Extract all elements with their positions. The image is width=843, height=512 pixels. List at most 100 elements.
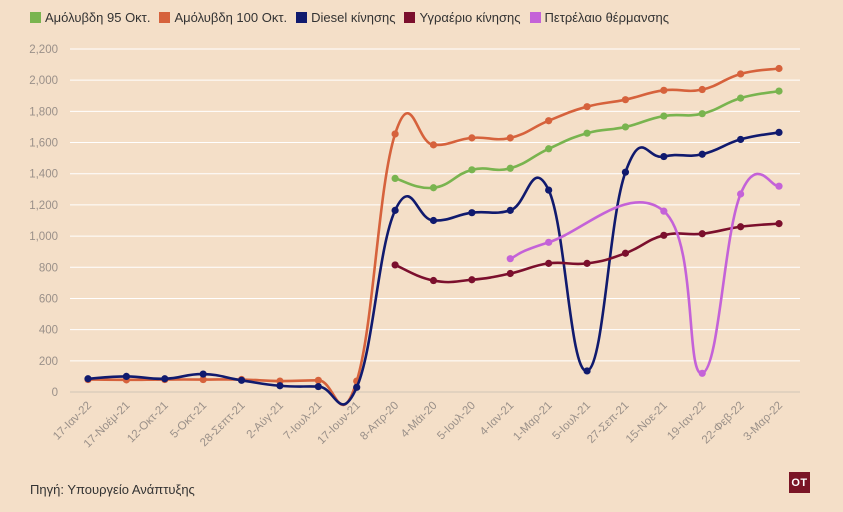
data-point: [775, 182, 783, 190]
data-point: [506, 269, 514, 278]
y-tick-label: 1,800: [29, 106, 58, 118]
y-tick-label: 600: [39, 293, 58, 305]
data-point: [737, 190, 745, 198]
data-point: [468, 276, 476, 284]
legend-swatch: [529, 12, 541, 23]
data-point: [468, 209, 476, 217]
data-point: [84, 375, 92, 383]
data-point: [583, 103, 591, 111]
data-point: [621, 123, 630, 131]
data-point: [545, 238, 553, 246]
series-line: [87, 131, 780, 406]
legend-swatch: [159, 12, 171, 23]
data-point: [391, 174, 399, 183]
y-tick-label: 0: [52, 387, 58, 399]
data-point: [353, 383, 361, 391]
data-point: [429, 216, 438, 225]
data-point: [199, 375, 207, 384]
x-tick-label: 4-Ιαν-21: [478, 400, 517, 439]
data-point: [621, 168, 630, 176]
legend-swatch: [404, 12, 416, 23]
data-point: [660, 207, 668, 215]
legend-label: Diesel κίνησης: [311, 10, 396, 25]
x-tick-label: 15-Νοε-21: [624, 400, 670, 446]
data-point: [468, 134, 476, 142]
data-point: [314, 382, 322, 391]
data-point: [429, 276, 438, 285]
series-line: [509, 172, 780, 375]
data-point: [314, 376, 322, 384]
data-point: [506, 255, 514, 263]
x-tick-label: 22-Φεβ-22: [700, 400, 747, 447]
x-tick-label: 8-Απρ-20: [358, 400, 401, 443]
data-point: [698, 230, 706, 238]
legend-item: Diesel κίνησης: [296, 10, 395, 25]
y-tick-label: 2,200: [29, 44, 58, 56]
series-line: [394, 222, 780, 284]
data-point: [545, 259, 553, 267]
data-point: [122, 372, 130, 381]
data-point: [583, 129, 591, 137]
x-tick-label: 2-Αύγ-21: [245, 400, 286, 441]
data-point: [391, 261, 399, 269]
data-point: [199, 370, 207, 378]
publisher-logo: ΟΤ: [789, 472, 810, 493]
x-tick-label: 1-Μαρ-21: [511, 400, 555, 444]
data-point: [737, 135, 745, 144]
data-point: [660, 86, 668, 94]
data-point: [545, 145, 553, 153]
data-point: [621, 96, 630, 104]
data-point: [237, 376, 246, 384]
data-point: [506, 164, 514, 172]
y-tick-label: 2,000: [29, 75, 58, 87]
legend-label: Πετρέλαιο θέρμανσης: [544, 10, 670, 25]
data-point: [698, 110, 706, 118]
y-tick-label: 1,000: [29, 231, 58, 243]
data-point: [583, 367, 591, 375]
data-point: [391, 130, 399, 138]
legend: Αμόλυβδη 95 Οκτ. Αμόλυβδη 100 Οκτ. Diesel …: [30, 10, 678, 25]
legend-swatch: [296, 12, 308, 23]
y-tick-label: 1,200: [29, 200, 58, 212]
legend-label: Αμόλυβδη 95 Οκτ.: [45, 10, 151, 25]
data-point: [660, 152, 668, 161]
data-point: [391, 206, 399, 214]
legend-swatch: [30, 12, 41, 23]
legend-label: Υγραέριο κίνησης: [419, 10, 521, 25]
y-tick-label: 400: [39, 325, 58, 337]
data-point: [775, 128, 783, 137]
source-note: Πηγή: Υπουργείο Ανάπτυξης: [30, 482, 195, 497]
data-point: [660, 112, 668, 120]
y-tick-label: 1,400: [29, 169, 58, 181]
y-tick-label: 1,600: [29, 138, 58, 150]
x-tick-label: 12-Οκτ-21: [125, 400, 171, 446]
data-point: [276, 382, 284, 390]
x-tick-label: 3-Μαρ-22: [742, 400, 786, 444]
series-line: [87, 67, 780, 407]
y-tick-label: 200: [39, 356, 58, 368]
data-point: [775, 87, 783, 95]
data-point: [737, 94, 745, 102]
data-point: [429, 141, 438, 149]
x-tick-label: 5-Ιουλ-20: [435, 400, 478, 443]
data-point: [775, 220, 783, 228]
y-tick-label: 800: [39, 262, 58, 274]
legend-item: Αμόλυβδη 100 Οκτ.: [159, 10, 287, 25]
data-point: [583, 259, 591, 267]
data-point: [621, 249, 630, 257]
data-point: [545, 186, 553, 194]
data-point: [429, 184, 438, 192]
legend-item: Υγραέριο κίνησης: [404, 10, 521, 25]
data-point: [161, 375, 169, 383]
data-point: [698, 369, 706, 377]
data-point: [545, 117, 553, 125]
data-point: [775, 64, 783, 73]
data-point: [737, 70, 745, 78]
legend-label: Αμόλυβδη 100 Οκτ.: [174, 10, 288, 25]
x-tick-label: 4-Μάι-20: [399, 400, 440, 441]
data-point: [506, 134, 514, 142]
data-point: [506, 206, 514, 214]
data-point: [698, 85, 706, 94]
